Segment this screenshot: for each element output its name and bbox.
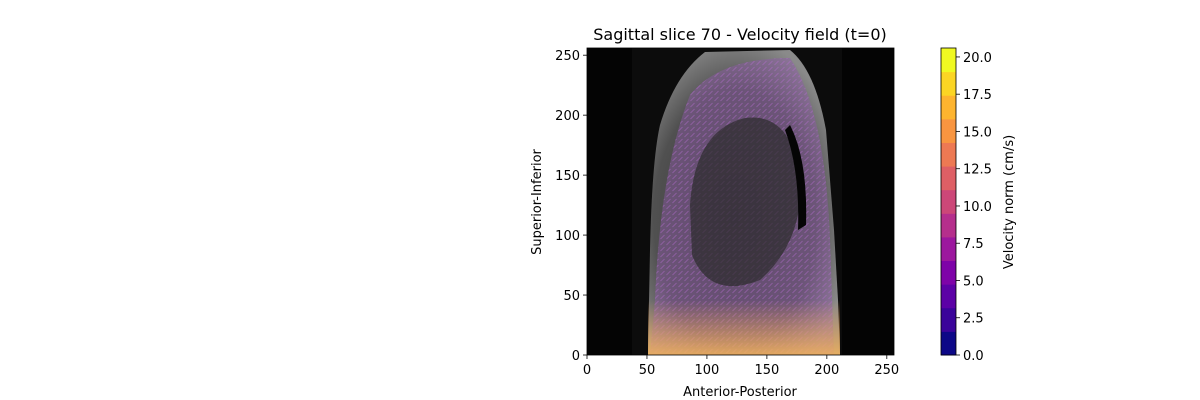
colorbar-level [941,260,956,285]
colorbar-level [941,307,956,332]
high-velocity-band [648,300,840,355]
colorbar-level [941,166,956,191]
colorbar-frame [940,47,957,356]
colorbar-level [941,95,956,120]
y-tick-label: 200 [555,109,580,124]
y-tick-label: 50 [563,289,580,304]
y-axis-ticks: 0 50 100 150 200 250 [555,49,587,364]
colorbar-tick-label: 7.5 [963,237,984,252]
heart-region [690,117,801,287]
x-tick-label: 200 [814,363,839,378]
colorbar-level [941,213,956,238]
x-axis-label: Anterior-Posterior [683,385,797,400]
colorbar-tick-label: 5.0 [963,274,984,289]
colorbar-level [941,48,956,73]
y-tick-label: 250 [555,49,580,64]
colorbar-tick-label: 2.5 [963,312,984,327]
x-tick-label: 0 [583,363,591,378]
colorbar-level [941,284,956,309]
y-axis-label: Superior-Inferior [530,148,545,254]
colorbar [941,48,956,356]
colorbar-level [941,71,956,96]
colorbar-tick-label: 15.0 [963,125,992,140]
colorbar-ticks: 0.0 2.5 5.0 7.5 10.0 12.5 15.0 17.5 20.0 [956,51,992,364]
x-tick-label: 50 [639,363,656,378]
colorbar-tick-label: 12.5 [963,163,992,178]
x-tick-label: 250 [874,363,899,378]
chart-title: Sagittal slice 70 - Velocity field (t=0) [593,25,887,44]
x-tick-label: 100 [695,363,720,378]
x-axis-ticks: 0 50 100 150 200 250 [583,355,899,378]
colorbar-tick-label: 17.5 [963,88,992,103]
y-tick-label: 0 [572,349,580,364]
colorbar-level [941,118,956,143]
colorbar-tick-label: 0.0 [963,349,984,364]
y-tick-label: 150 [555,169,580,184]
colorbar-level [941,331,956,356]
x-tick-label: 150 [754,363,779,378]
colorbar-tick-label: 20.0 [963,51,992,66]
y-tick-label: 100 [555,229,580,244]
colorbar-tick-label: 10.0 [963,200,992,215]
lung-gap [785,125,807,230]
colorbar-level [941,189,956,214]
colorbar-label: Velocity norm (cm/s) [1002,135,1017,269]
colorbar-level [941,142,956,167]
colorbar-level [941,236,956,262]
plot-area [587,48,894,355]
plot-frame [586,47,895,356]
